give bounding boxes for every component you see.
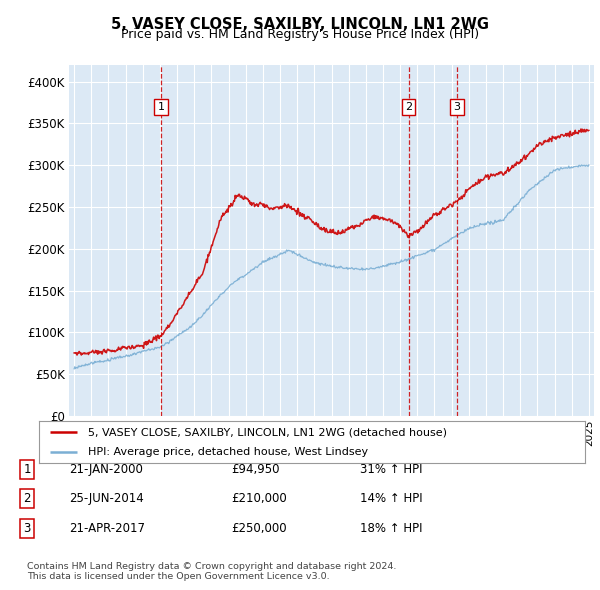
Text: 1: 1 — [23, 463, 31, 476]
Text: 5, VASEY CLOSE, SAXILBY, LINCOLN, LN1 2WG (detached house): 5, VASEY CLOSE, SAXILBY, LINCOLN, LN1 2W… — [88, 427, 447, 437]
Text: 31% ↑ HPI: 31% ↑ HPI — [360, 463, 422, 476]
Text: 3: 3 — [23, 522, 31, 535]
Text: 21-JAN-2000: 21-JAN-2000 — [69, 463, 143, 476]
Text: £210,000: £210,000 — [231, 492, 287, 505]
Text: 25-JUN-2014: 25-JUN-2014 — [69, 492, 144, 505]
Text: 3: 3 — [454, 101, 460, 112]
Text: 5, VASEY CLOSE, SAXILBY, LINCOLN, LN1 2WG: 5, VASEY CLOSE, SAXILBY, LINCOLN, LN1 2W… — [111, 17, 489, 31]
Text: £250,000: £250,000 — [231, 522, 287, 535]
Text: 1: 1 — [157, 101, 164, 112]
Text: HPI: Average price, detached house, West Lindsey: HPI: Average price, detached house, West… — [88, 447, 368, 457]
Text: 2: 2 — [405, 101, 412, 112]
Text: £94,950: £94,950 — [231, 463, 280, 476]
Text: 18% ↑ HPI: 18% ↑ HPI — [360, 522, 422, 535]
Text: 21-APR-2017: 21-APR-2017 — [69, 522, 145, 535]
Text: Price paid vs. HM Land Registry's House Price Index (HPI): Price paid vs. HM Land Registry's House … — [121, 28, 479, 41]
Text: 14% ↑ HPI: 14% ↑ HPI — [360, 492, 422, 505]
Text: 2: 2 — [23, 492, 31, 505]
Text: Contains HM Land Registry data © Crown copyright and database right 2024.
This d: Contains HM Land Registry data © Crown c… — [27, 562, 397, 581]
